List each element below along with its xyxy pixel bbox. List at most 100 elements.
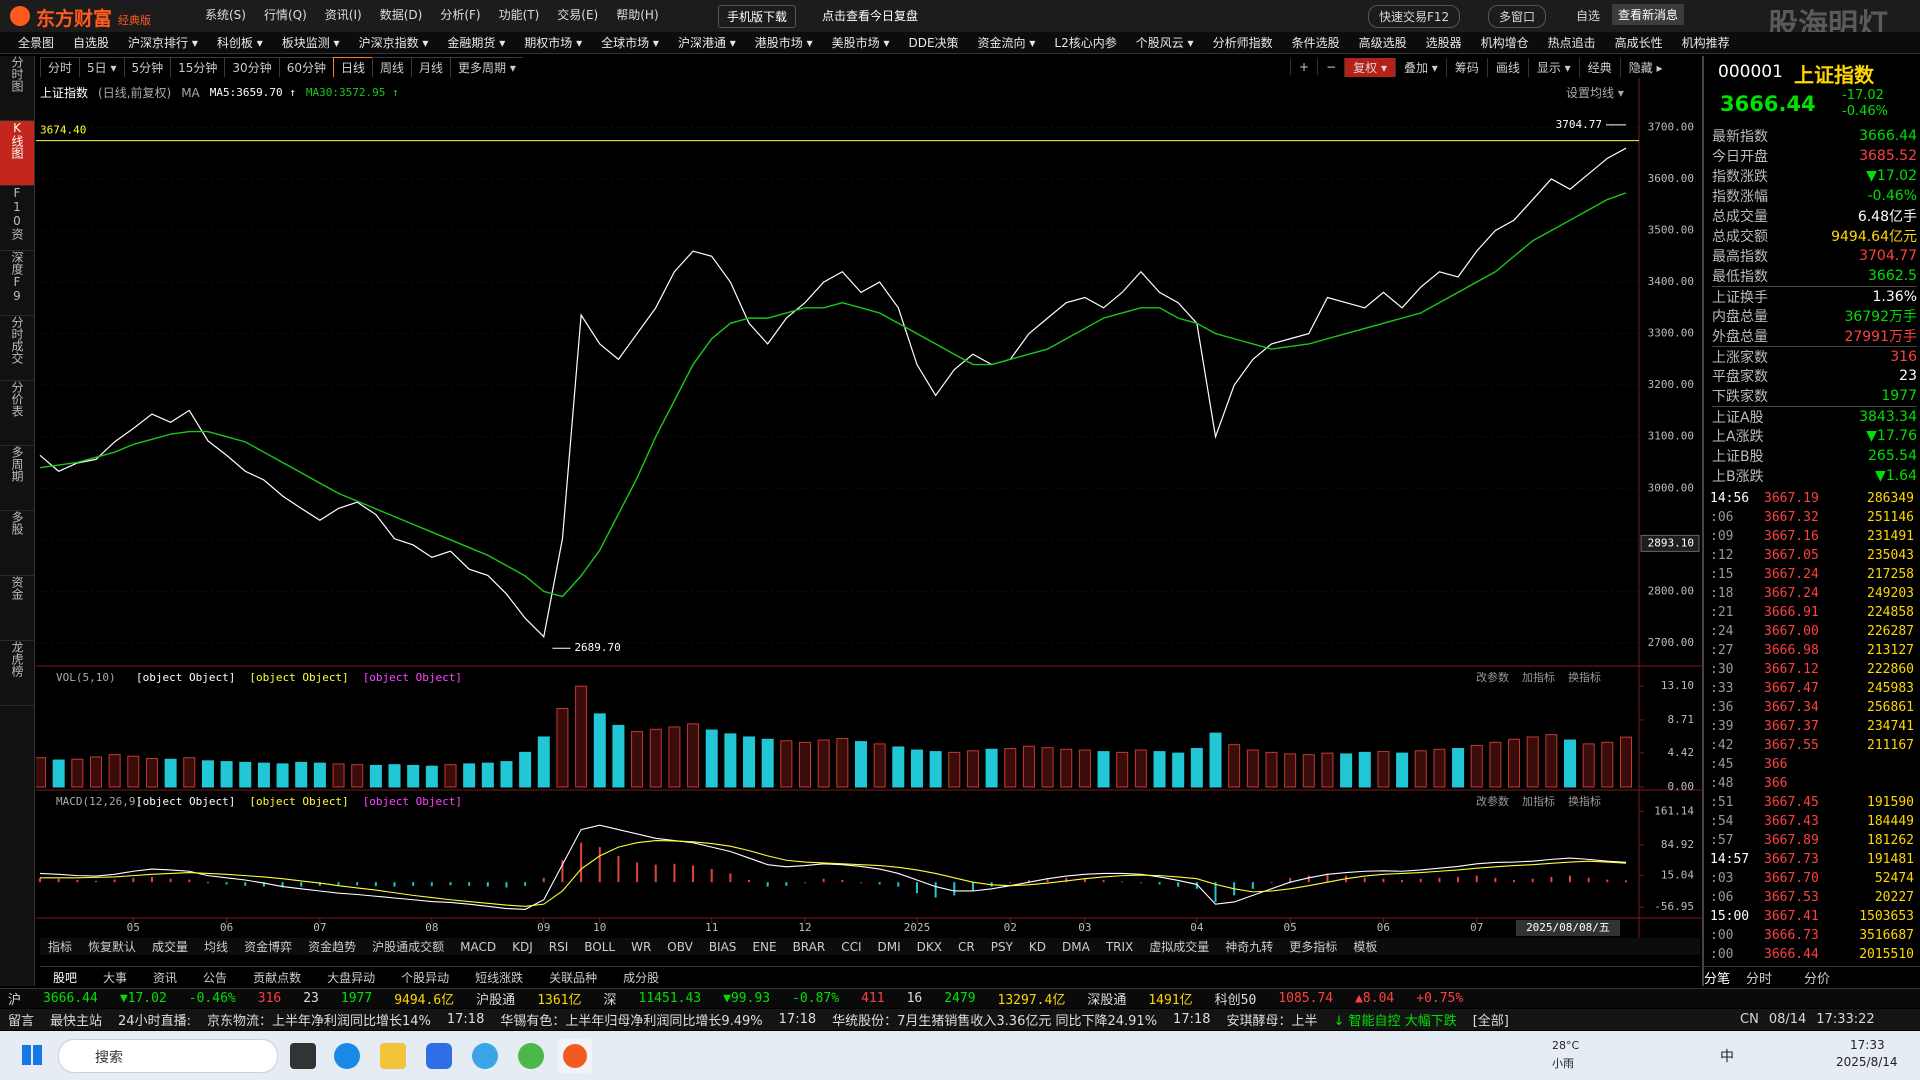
indicator-tab[interactable]: DMI xyxy=(877,939,901,954)
app-icon[interactable] xyxy=(380,1043,406,1069)
period[interactable]: 15分钟 xyxy=(170,57,226,77)
nav-item[interactable]: 热点追击 xyxy=(1547,36,1596,50)
tool[interactable]: 画线 xyxy=(1486,57,1528,77)
nav-item[interactable]: 港股市场 ▾ xyxy=(754,36,813,50)
indicator-tab[interactable]: 均线 xyxy=(204,940,229,954)
indicator-tab[interactable]: KD xyxy=(1028,939,1047,954)
side-tab[interactable]: 分时 xyxy=(1746,971,1773,987)
tool[interactable]: − xyxy=(1317,59,1344,75)
ticker-item[interactable]: 最快主站 xyxy=(50,1014,103,1029)
start-button[interactable] xyxy=(22,1045,42,1065)
ticker-item[interactable]: 留言 xyxy=(8,1014,35,1029)
tool[interactable]: 隐藏 ▸ xyxy=(1619,57,1671,77)
indicator-tab[interactable]: BRAR xyxy=(792,939,826,954)
menu-item[interactable]: 行情(Q) xyxy=(263,8,307,22)
app-icon[interactable] xyxy=(290,1043,316,1069)
side-tab[interactable]: 分时图 xyxy=(0,56,34,121)
side-tab[interactable]: 多股 xyxy=(0,511,34,576)
panel-button[interactable]: 加指标 xyxy=(1522,670,1555,684)
nav-item[interactable]: 条件选股 xyxy=(1291,36,1340,50)
info-tab[interactable]: 贡献点数 xyxy=(253,970,302,985)
indicator-tab[interactable]: BOLL xyxy=(584,939,616,954)
nav-item[interactable]: 期权市场 ▾ xyxy=(524,36,583,50)
search-box[interactable]: 搜索 xyxy=(58,1039,278,1073)
side-tab[interactable]: 分时成交 xyxy=(0,316,34,381)
review-link[interactable]: 点击查看今日复盘 xyxy=(822,9,919,23)
indicator-tab[interactable]: 指标 xyxy=(48,940,73,954)
info-tab[interactable]: 大盘异动 xyxy=(327,970,376,985)
info-tab[interactable]: 资讯 xyxy=(153,970,178,985)
nav-item[interactable]: L2核心内参 xyxy=(1054,36,1117,50)
menu-item[interactable]: 交易(E) xyxy=(557,8,599,22)
menu-item[interactable]: 分析(F) xyxy=(440,8,481,22)
indicator-tab[interactable]: 更多指标 xyxy=(1289,940,1338,954)
news-button[interactable]: 查看新消息 xyxy=(1612,4,1685,25)
side-tab[interactable]: F10资料 xyxy=(0,186,34,251)
indicator-tab[interactable]: DMA xyxy=(1062,939,1090,954)
indicator-tab[interactable]: PSY xyxy=(990,939,1013,954)
nav-item[interactable]: 个股风云 ▾ xyxy=(1135,36,1194,50)
nav-item[interactable]: 全景图 xyxy=(18,36,55,50)
nav-item[interactable]: 机构推荐 xyxy=(1681,36,1730,50)
menu-item[interactable]: 帮助(H) xyxy=(616,8,659,22)
indicator-tab[interactable]: ENE xyxy=(752,939,777,954)
indicator-tab[interactable]: KDJ xyxy=(512,939,533,954)
app-icon[interactable] xyxy=(518,1043,544,1069)
panel-button[interactable]: 加指标 xyxy=(1522,794,1555,808)
indicator-tab[interactable]: 成交量 xyxy=(152,940,189,954)
info-tab[interactable]: 公告 xyxy=(203,970,228,985)
tool[interactable]: 叠加 ▾ xyxy=(1394,57,1446,77)
info-tab[interactable]: 关联品种 xyxy=(549,970,598,985)
side-tab[interactable]: 分价 xyxy=(1804,971,1831,987)
tool[interactable]: 显示 ▾ xyxy=(1527,57,1579,77)
mobile-button[interactable]: 手机版下载 xyxy=(718,5,797,28)
ime[interactable]: 中 xyxy=(1720,1049,1734,1065)
ticker-item[interactable]: 24小时直播: xyxy=(118,1014,191,1029)
nav-item[interactable]: 自选股 xyxy=(73,36,110,50)
indicator-tab[interactable]: 沪股通成交额 xyxy=(372,940,445,954)
multi-window[interactable]: 多窗口 xyxy=(1488,5,1547,28)
period[interactable]: 月线 xyxy=(411,57,452,77)
app-icon[interactable] xyxy=(472,1043,498,1069)
app-icon[interactable] xyxy=(426,1043,452,1069)
watch-button[interactable]: 自选 xyxy=(1576,9,1601,23)
period[interactable]: 分时 xyxy=(40,57,81,77)
side-tab[interactable]: 分价表 xyxy=(0,381,34,446)
tool[interactable]: 筹码 xyxy=(1445,57,1487,77)
nav-item[interactable]: 金融期货 ▾ xyxy=(447,36,506,50)
side-tab[interactable]: 龙虎榜 xyxy=(0,641,34,706)
indicator-tab[interactable]: 模板 xyxy=(1353,940,1378,954)
period[interactable]: 5日 ▾ xyxy=(79,57,125,77)
nav-item[interactable]: 选股器 xyxy=(1425,36,1462,50)
tool[interactable]: 复权 ▾ xyxy=(1344,57,1395,77)
nav-item[interactable]: 高成长性 xyxy=(1614,36,1663,50)
period[interactable]: 日线 xyxy=(332,57,373,77)
period[interactable]: 30分钟 xyxy=(224,57,280,77)
tool[interactable]: 经典 xyxy=(1578,57,1620,77)
indicator-tab[interactable]: MACD xyxy=(460,939,497,954)
period[interactable]: 60分钟 xyxy=(278,57,334,77)
info-tab[interactable]: 大事 xyxy=(103,970,128,985)
tool[interactable]: + xyxy=(1290,59,1317,75)
side-tab[interactable]: 深度F9 xyxy=(0,251,34,316)
indicator-tab[interactable]: WR xyxy=(631,939,652,954)
app-icon-active[interactable] xyxy=(558,1039,592,1073)
indicator-tab[interactable]: 恢复默认 xyxy=(88,940,137,954)
info-tab[interactable]: 个股异动 xyxy=(401,970,450,985)
panel-button[interactable]: 换指标 xyxy=(1568,670,1601,684)
nav-item[interactable]: 沪深京排行 ▾ xyxy=(128,36,198,50)
nav-item[interactable]: DDE决策 xyxy=(908,36,959,50)
nav-item[interactable]: 机构增仓 xyxy=(1480,36,1529,50)
nav-item[interactable]: 科创板 ▾ xyxy=(216,36,263,50)
side-tab[interactable]: K线图 xyxy=(0,121,34,186)
nav-item[interactable]: 资金流向 ▾ xyxy=(977,36,1036,50)
indicator-tab[interactable]: 神奇九转 xyxy=(1225,940,1274,954)
nav-item[interactable]: 板块监测 ▾ xyxy=(281,36,340,50)
indicator-tab[interactable]: OBV xyxy=(667,939,693,954)
period[interactable]: 更多周期 ▾ xyxy=(450,57,523,77)
info-tab[interactable]: 成分股 xyxy=(623,970,660,985)
indicator-tab[interactable]: BIAS xyxy=(708,939,737,954)
indicator-tab[interactable]: 虚拟成交量 xyxy=(1149,940,1210,954)
indicator-tab[interactable]: TRIX xyxy=(1105,939,1134,954)
indicator-tab[interactable]: DKX xyxy=(916,939,942,954)
